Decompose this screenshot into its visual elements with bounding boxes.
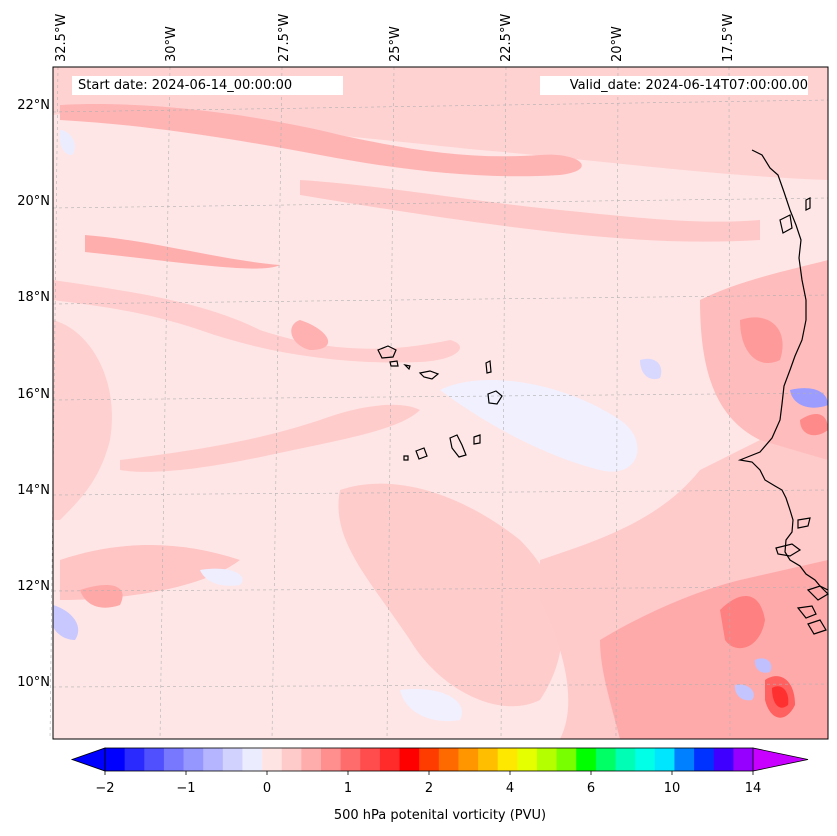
colorbar-tick-label: 6 [586,781,596,796]
colorbar-swatch [713,748,734,771]
map-area [49,66,829,740]
lat-label-20n: 20°N [17,194,50,209]
colorbar-swatch [203,748,224,771]
colorbar-tick-label: 1 [343,781,353,796]
lon-label-25w: 25°W [388,26,403,62]
island-maio [473,434,481,445]
colorbar-swatch [576,748,597,771]
colorbar-swatch [419,748,440,771]
colorbar-swatch [635,748,656,771]
colorbar-swatch [163,748,185,771]
lat-label-10n: 10°N [17,675,50,690]
island-sao-nicolau [418,370,440,380]
island-santiago [449,434,467,458]
lon-label-17-5w: 17.5°W [721,13,736,62]
colorbar-swatch [438,748,459,771]
valid-date-label: Valid_date: 2024-06-14T07:00:00.00 [540,76,808,95]
island-brava [403,455,409,461]
colorbar-swatch [124,748,145,771]
lon-label-32-5w: 32.5°W [54,13,69,62]
colorbar-swatch [537,748,558,771]
colorbar-swatch [674,748,695,771]
colorbar [70,747,809,775]
colorbar-swatch [458,748,479,771]
lon-label-22-5w: 22.5°W [499,13,514,62]
colorbar-swatch [379,748,401,771]
colorbar-tick-label: 4 [505,781,515,796]
colorbar-swatch [399,748,420,771]
colorbar-swatch [517,748,538,771]
lon-label-30w: 30°W [164,26,179,62]
lat-label-22n: 22°N [17,98,50,113]
colorbar-swatch [144,748,165,771]
lat-label-14n: 14°N [17,483,50,498]
island-santo-antao [377,345,397,359]
colorbar-swatch [262,748,283,771]
colorbar-swatch [733,748,754,771]
lat-label-18n: 18°N [17,290,50,305]
cape-verde-islands [377,345,503,461]
colorbar-swatch [183,748,204,771]
colorbar-swatch [556,748,577,771]
colorbar-tick-label: 14 [744,781,762,796]
colorbar-swatch [694,748,715,771]
colorbar-tick-label: 2 [424,781,434,796]
colorbar-swatch [321,748,342,771]
colorbar-tick-label: 0 [262,781,272,796]
colorbar-swatch [242,748,263,771]
island-fogo [415,447,428,460]
colorbar-extend-high [752,747,809,772]
colorbar-tick-label: −2 [95,781,115,796]
colorbar-swatch [595,748,617,771]
colorbar-swatch [478,748,499,771]
colorbar-swatch [281,748,302,771]
pv-contours [53,67,828,739]
colorbar-swatch [105,748,126,771]
colorbar-swatch [222,748,243,771]
lat-label-12n: 12°N [17,579,50,594]
start-date-label: Start date: 2024-06-14_00:00:00 [72,76,343,95]
colorbar-swatch [360,748,381,771]
colorbar-swatch [301,748,322,771]
graticule [49,66,829,740]
island-sao-vicente [389,360,399,367]
colorbar-tick-label: −1 [176,781,196,796]
lon-label-20w: 20°W [610,26,625,62]
colorbar-swatch [340,748,361,771]
colorbar-title: 500 hPa potenital vorticity (PVU) [333,808,547,823]
island-santa-luzia [403,364,411,371]
lat-label-16n: 16°N [17,387,50,402]
colorbar-swatch [497,748,518,771]
island-sal [485,360,492,374]
lon-label-27-5w: 27.5°W [277,13,292,62]
colorbar-swatch [654,748,675,771]
colorbar-extend-low [70,747,106,772]
colorbar-swatch [615,748,636,771]
african-coastline [737,149,829,635]
colorbar-tick-label: 10 [663,781,681,796]
map-frame [52,66,829,740]
island-boa-vista [487,390,503,405]
